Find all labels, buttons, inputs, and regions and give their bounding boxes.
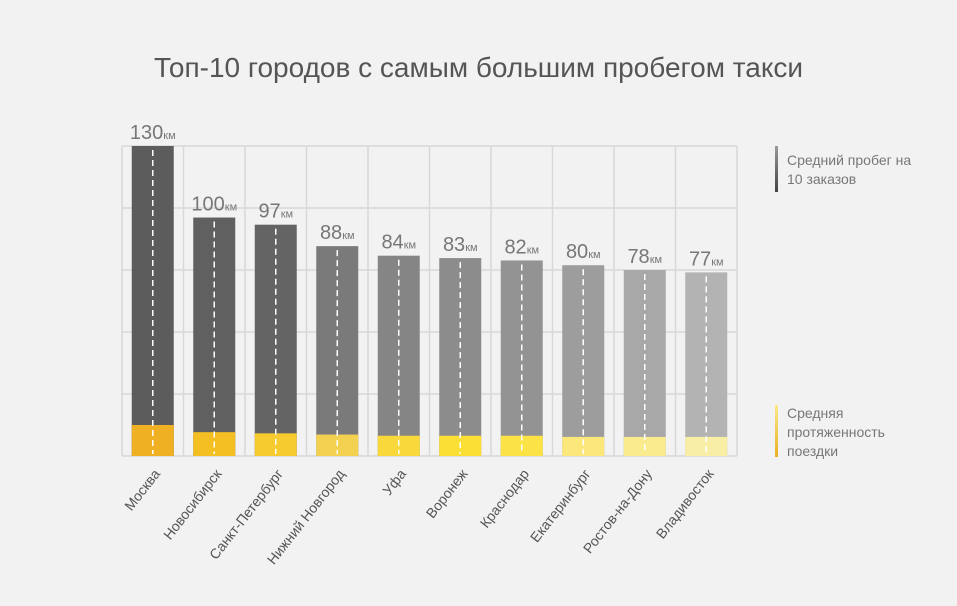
bar-mileage <box>377 255 420 456</box>
data-label: 130км <box>130 122 176 144</box>
bar-mileage <box>685 272 728 456</box>
bar-trip <box>562 436 605 456</box>
x-tick-label: Краснодар <box>477 466 533 531</box>
x-tick-label: Екатеринбург <box>527 466 594 545</box>
x-tick-label: Ростов-на-Дону <box>580 466 655 556</box>
data-label: 80км <box>566 241 601 263</box>
data-label: 78км <box>627 246 662 268</box>
x-tick-label: Уфа <box>379 466 409 498</box>
data-label: 83км <box>443 234 478 256</box>
data-label: 84км <box>381 232 416 254</box>
legend-swatch-trip <box>775 405 778 457</box>
data-label: 82км <box>504 236 539 258</box>
x-tick-label: Владивосток <box>653 465 718 541</box>
data-label: 88км <box>320 222 355 244</box>
x-tick-label: Новосибирск <box>160 465 225 542</box>
data-label: 77км <box>689 248 724 270</box>
data-label: 97км <box>258 201 293 223</box>
legend-trip: Средняя протяженность поездки <box>787 405 885 459</box>
x-tick-label: Москва <box>121 466 163 514</box>
bar-trip <box>377 435 420 456</box>
legend-mileage: Средний пробег на 10 заказов <box>787 152 912 187</box>
legend-swatch-mileage <box>775 146 778 192</box>
chart-title: Топ-10 городов с самым большим пробегом … <box>153 52 804 83</box>
x-tick-label: Воронеж <box>423 465 471 521</box>
data-label: 100км <box>191 194 237 216</box>
